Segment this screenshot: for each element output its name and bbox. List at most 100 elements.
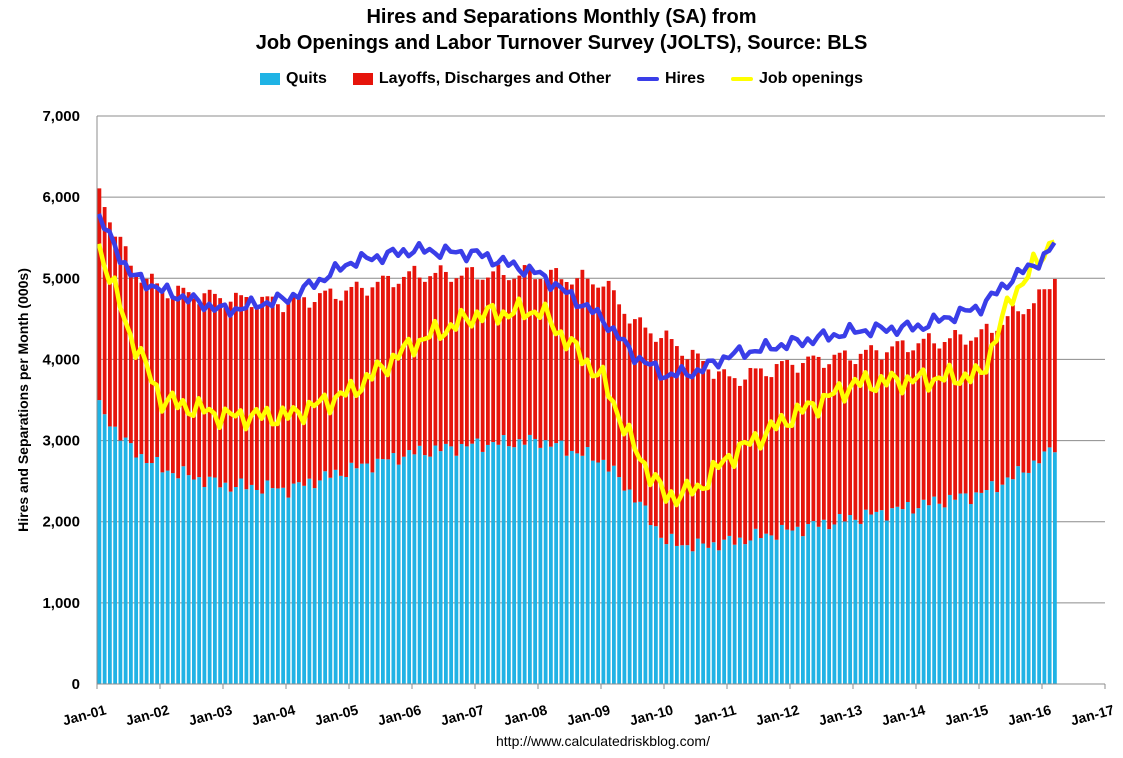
bar-quits-176	[1021, 472, 1026, 684]
bar-layoffs-98	[612, 290, 616, 466]
bar-quits-68	[454, 455, 459, 684]
bar-quits-24	[223, 482, 228, 684]
bar-quits-92	[580, 455, 585, 684]
bar-quits-121	[732, 544, 737, 684]
bar-layoffs-7	[134, 272, 139, 458]
bar-layoffs-173	[1005, 316, 1010, 478]
bar-layoffs-81	[522, 265, 527, 445]
bar-quits-42	[318, 480, 322, 684]
bar-quits-61	[417, 445, 422, 684]
bar-layoffs-170	[990, 332, 994, 482]
bar-layoffs-177	[1026, 309, 1031, 473]
bar-layoffs-76	[496, 264, 501, 445]
bar-layoffs-47	[344, 290, 349, 477]
bar-quits-11	[155, 456, 160, 684]
legend-swatch-hires	[636, 77, 659, 81]
bar-layoffs-128	[769, 377, 774, 536]
bar-layoffs-29	[249, 307, 254, 485]
bar-layoffs-59	[407, 271, 412, 451]
bar-quits-141	[837, 514, 842, 684]
x-tick-label-1: Jan-02	[124, 701, 171, 728]
bar-layoffs-145	[858, 353, 863, 524]
bars	[97, 188, 1057, 684]
bar-quits-169	[984, 490, 989, 684]
bar-quits-31	[260, 493, 265, 684]
bar-quits-103	[638, 501, 643, 684]
x-tick-label-10: Jan-11	[692, 701, 738, 728]
y-tick-label-4: 4,000	[42, 351, 80, 368]
bar-quits-60	[412, 454, 417, 684]
bar-quits-28	[244, 489, 249, 684]
bar-quits-157	[921, 499, 926, 684]
bar-layoffs-11	[155, 283, 160, 457]
bar-layoffs-84	[538, 279, 543, 448]
bar-layoffs-172	[1000, 324, 1005, 485]
bar-quits-37	[291, 483, 296, 684]
bar-quits-132	[790, 530, 795, 684]
bar-quits-66	[444, 443, 448, 684]
x-tick-label-14: Jan-15	[943, 701, 990, 728]
legend-item-layoffs: Layoffs, Discharges and Other	[352, 70, 611, 88]
bar-layoffs-57	[396, 283, 401, 465]
bar-layoffs-175	[1016, 311, 1021, 467]
chart-title: Hires and Separations Monthly (SA) from	[366, 6, 757, 28]
bar-layoffs-127	[764, 376, 769, 534]
bar-layoffs-163	[953, 330, 958, 500]
bar-layoffs-154	[906, 352, 910, 502]
bar-quits-17	[186, 475, 191, 684]
legend-item-quits: Quits	[260, 70, 327, 88]
bar-quits-105	[648, 525, 653, 684]
bar-quits-54	[381, 459, 385, 684]
bar-layoffs-130	[780, 361, 784, 525]
bar-quits-122	[738, 537, 742, 684]
bar-layoffs-161	[942, 342, 947, 508]
x-tick-label-16: Jan-17	[1069, 701, 1116, 728]
bar-quits-113	[690, 551, 695, 684]
bar-quits-111	[680, 545, 685, 684]
bar-quits-70	[465, 446, 469, 684]
bar-quits-32	[265, 480, 270, 684]
bar-quits-86	[549, 446, 553, 684]
bar-quits-64	[433, 445, 438, 684]
bar-layoffs-53	[375, 281, 380, 459]
bar-layoffs-27	[239, 295, 244, 479]
x-tick-label-2: Jan-03	[187, 701, 234, 728]
bar-layoffs-131	[785, 359, 790, 530]
bar-layoffs-162	[948, 338, 952, 495]
legend-label-quits: Quits	[286, 70, 327, 87]
bar-quits-90	[570, 450, 574, 684]
bar-layoffs-129	[774, 364, 779, 540]
bar-quits-117	[711, 542, 716, 684]
bar-layoffs-97	[606, 280, 611, 472]
bar-layoffs-42	[318, 293, 322, 481]
bar-quits-10	[150, 463, 154, 684]
legend-swatch-job-openings	[730, 77, 753, 81]
legend-item-hires: Hires	[636, 70, 705, 88]
bar-layoffs-118	[717, 371, 721, 551]
bar-quits-174	[1011, 479, 1015, 684]
bar-quits-69	[459, 443, 464, 684]
legend-label-job-openings: Job openings	[758, 70, 863, 87]
bar-layoffs-141	[837, 352, 842, 515]
bar-layoffs-135	[806, 356, 811, 525]
bar-quits-51	[365, 463, 370, 684]
legend-label-hires: Hires	[664, 70, 705, 87]
bar-quits-166	[969, 504, 973, 684]
bar-quits-20	[202, 487, 207, 684]
bar-quits-106	[654, 526, 658, 684]
bar-layoffs-102	[633, 319, 637, 503]
bar-quits-78	[507, 446, 511, 684]
bar-quits-98	[612, 465, 616, 684]
bar-quits-97	[606, 471, 611, 684]
bar-quits-59	[407, 450, 412, 684]
bar-layoffs-21	[207, 289, 212, 477]
bar-quits-7	[134, 457, 139, 684]
y-tick-label-0: 0	[72, 676, 80, 693]
x-tick-label-9: Jan-10	[628, 701, 675, 728]
bar-quits-72	[475, 438, 480, 684]
bar-layoffs-167	[974, 337, 979, 493]
bar-quits-136	[811, 521, 816, 684]
bar-layoffs-58	[402, 276, 406, 457]
series-lines	[96, 213, 1057, 508]
bar-layoffs-62	[423, 281, 427, 456]
